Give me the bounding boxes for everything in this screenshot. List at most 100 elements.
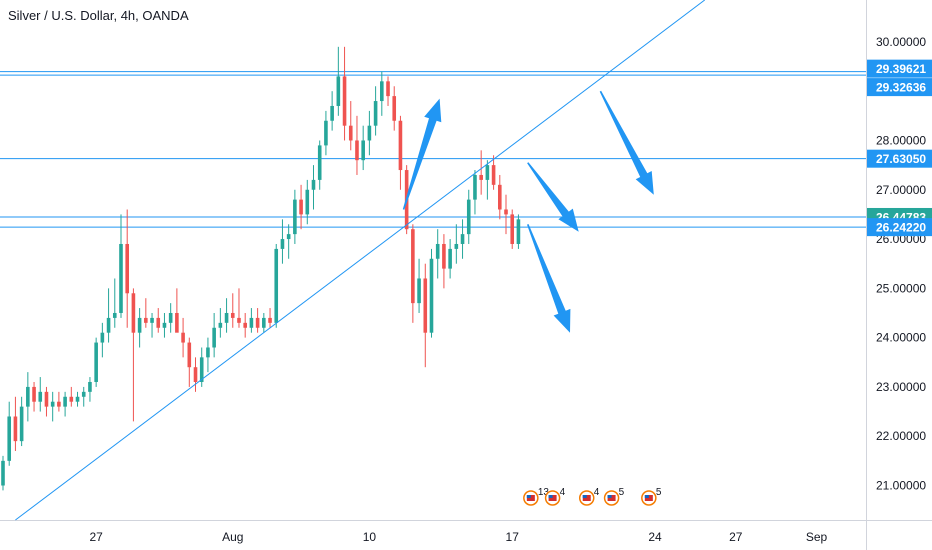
candle-body	[311, 179, 316, 190]
candle-body	[94, 342, 98, 382]
candle-body	[380, 81, 384, 102]
candle-body	[162, 322, 167, 328]
x-tick-label: 24	[648, 530, 662, 544]
flag-canton	[644, 495, 649, 498]
candle-body	[19, 406, 24, 442]
candle-body	[367, 125, 372, 141]
y-tick-label: 27.00000	[876, 183, 926, 197]
candle-body	[150, 317, 154, 323]
candle-body	[69, 396, 74, 402]
candle-body	[1, 460, 5, 486]
y-tick-label: 24.00000	[876, 331, 926, 345]
x-tick-label: 10	[363, 530, 377, 544]
candle-body	[392, 96, 397, 121]
candle-body	[81, 391, 86, 397]
candle-body	[75, 396, 80, 402]
candle-body	[237, 317, 241, 323]
event-count: 4	[594, 487, 600, 498]
candle-body	[485, 165, 490, 180]
candle-body	[249, 317, 254, 328]
candle-body	[131, 293, 136, 333]
candle-body	[429, 258, 434, 333]
candle-body	[355, 140, 359, 161]
candle-body	[448, 248, 452, 269]
candle-body	[286, 234, 291, 240]
candle-body	[63, 396, 67, 407]
x-tick-label: 27	[89, 530, 103, 544]
candle-body	[386, 81, 390, 97]
candle-body	[293, 199, 297, 235]
candle-body	[317, 145, 322, 180]
forecast-arrow[interactable]	[527, 224, 571, 333]
chart-title: Silver / U.S. Dollar, 4h, OANDA	[8, 8, 189, 23]
candle-body	[38, 391, 43, 402]
x-tick-label: 17	[506, 530, 520, 544]
trendline[interactable]	[15, 0, 706, 521]
x-tick-label: 27	[729, 530, 743, 544]
candle-body	[504, 209, 508, 215]
y-tick-label: 21.00000	[876, 478, 926, 492]
event-count: 4	[560, 487, 566, 498]
candle-body	[175, 312, 179, 333]
y-tick-label: 22.00000	[876, 429, 926, 443]
flag-canton	[607, 495, 612, 498]
x-tick-label: Aug	[222, 530, 243, 544]
economic-events: 13 4 4 5 5	[523, 487, 662, 506]
candle-body	[44, 391, 49, 407]
candle-body	[13, 416, 18, 442]
price-label: 29.39621	[876, 62, 926, 76]
candle-body	[181, 332, 185, 343]
candle-body	[230, 312, 235, 318]
candle-body	[280, 239, 285, 249]
candle-body	[156, 317, 161, 328]
candle-body	[137, 317, 142, 333]
forecast-arrow[interactable]	[527, 162, 579, 232]
price-label: 27.63050	[876, 152, 926, 166]
candle-body	[510, 214, 515, 244]
forecast-arrows	[402, 90, 654, 333]
flag-canton	[548, 495, 553, 498]
candle-body	[100, 332, 105, 343]
candle-body	[348, 125, 353, 141]
candle-body	[373, 101, 378, 126]
candle-body	[417, 278, 421, 304]
forecast-arrow[interactable]	[402, 98, 442, 210]
flag-canton	[582, 495, 587, 498]
candle-body	[299, 199, 303, 215]
candle-body	[243, 322, 247, 328]
candle-body	[218, 322, 223, 328]
y-tick-label: 25.00000	[876, 281, 926, 295]
candle-body	[330, 105, 334, 121]
candle-body	[268, 317, 272, 323]
candle-body	[187, 342, 192, 368]
event-count: 5	[619, 487, 625, 498]
candle-body	[144, 317, 148, 323]
event-count: 13	[538, 487, 550, 498]
candle-body	[168, 312, 173, 323]
candle-body	[50, 401, 55, 407]
candle-body	[342, 76, 347, 126]
candle-body	[361, 140, 365, 161]
forecast-arrow[interactable]	[599, 90, 654, 195]
candle-body	[199, 357, 204, 382]
candle-body	[32, 386, 36, 402]
price-label-bg	[867, 59, 932, 78]
candle-body	[479, 174, 483, 180]
candle-body	[119, 243, 123, 313]
candle-body	[224, 312, 229, 323]
candle-body	[193, 367, 198, 382]
candle-body	[398, 120, 403, 171]
candle-body	[106, 317, 111, 333]
candles	[1, 46, 521, 491]
candle-body	[7, 416, 12, 461]
candle-body	[88, 381, 92, 392]
horizontal-levels	[0, 71, 866, 228]
candle-body	[442, 243, 446, 269]
candle-body	[423, 278, 428, 333]
y-tick-label: 30.00000	[876, 35, 926, 49]
candle-body	[57, 401, 61, 407]
x-tick-label: Sep	[806, 530, 828, 544]
